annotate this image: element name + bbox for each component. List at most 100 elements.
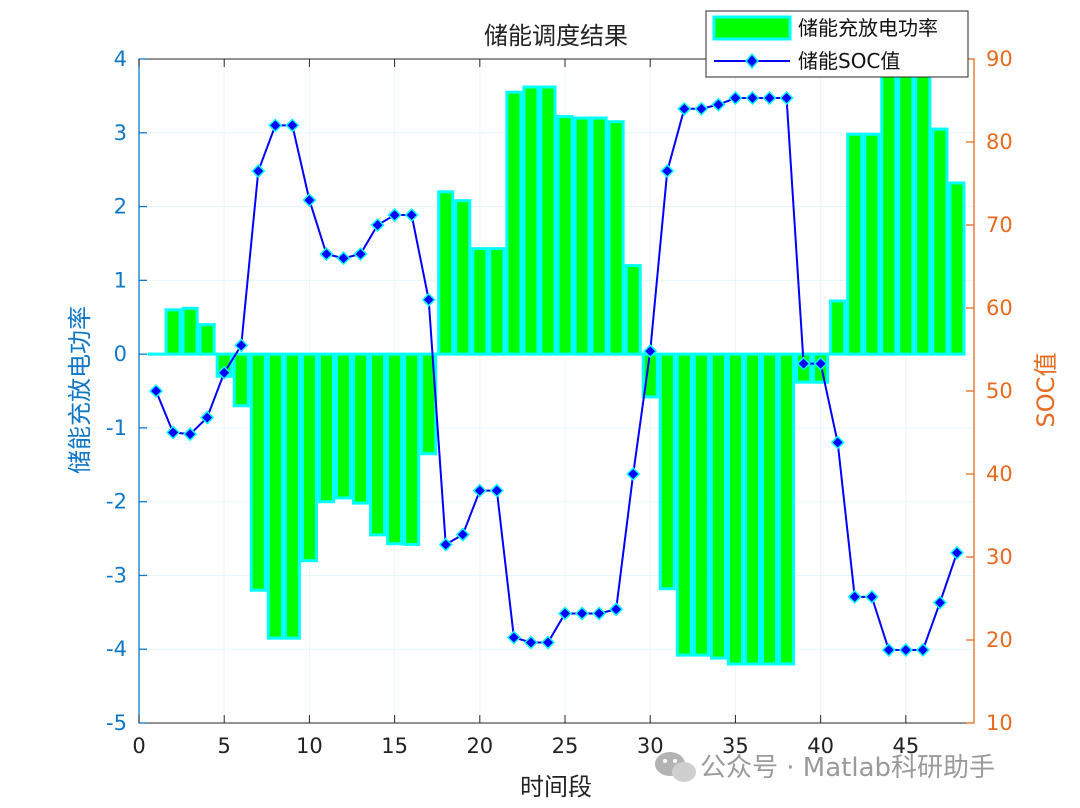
soc-marker	[472, 483, 487, 498]
soc-marker	[387, 207, 402, 223]
power-bar	[488, 247, 506, 356]
right-y-ticks: 10 20 30 40 50 60 70 80 90	[966, 47, 1013, 735]
right-tick-label: 10	[986, 711, 1013, 735]
power-bar	[317, 352, 335, 504]
power-bar	[403, 352, 421, 546]
soc-marker	[540, 635, 556, 650]
power-bar	[573, 116, 591, 356]
power-bar	[556, 115, 574, 356]
soc-marker	[438, 537, 453, 552]
power-bar	[692, 352, 710, 657]
watermark-text: 公众号 · Matlab科研助手	[700, 753, 995, 783]
wechat-icon	[655, 752, 696, 782]
right-tick-label: 80	[986, 130, 1013, 154]
soc-marker	[949, 545, 965, 560]
power-bar	[829, 299, 847, 356]
watermark: 公众号 · Matlab科研助手	[655, 752, 995, 783]
left-tick-label: -1	[106, 416, 127, 440]
left-tick-label: 3	[114, 121, 127, 145]
power-bar	[607, 120, 625, 356]
left-tick-label: 4	[114, 47, 127, 71]
soc-marker	[660, 163, 675, 179]
x-ticks: 0 5 10 15 20 25 30 35 40 45	[132, 59, 919, 758]
soc-marker	[898, 642, 913, 658]
x-tick-label: 25	[552, 734, 579, 758]
soc-marker	[268, 118, 283, 133]
x-tick-label: 10	[296, 734, 323, 758]
left-tick-label: 2	[114, 195, 127, 219]
power-bar	[266, 352, 284, 640]
x-tick-label: 45	[892, 734, 919, 758]
power-bar	[760, 352, 779, 666]
right-tick-label: 30	[986, 545, 1013, 569]
power-bar	[539, 85, 557, 356]
right-tick-label: 60	[986, 296, 1013, 320]
power-bar	[931, 127, 949, 356]
power-bar	[863, 132, 881, 356]
soc-marker	[370, 217, 385, 233]
left-tick-label: 1	[114, 268, 127, 292]
power-bar	[897, 57, 915, 356]
x-tick-label: 20	[466, 734, 493, 758]
soc-marker	[592, 606, 607, 621]
x-tick-label: 15	[381, 734, 408, 758]
soc-marker	[626, 466, 641, 482]
soc-marker	[881, 642, 896, 658]
power-bar	[914, 57, 932, 356]
soc-marker	[285, 118, 300, 133]
soc-marker	[575, 606, 590, 621]
power-bar	[590, 116, 608, 356]
right-tick-label: 40	[986, 462, 1013, 486]
soc-marker	[200, 410, 215, 425]
soc-marker	[183, 427, 198, 442]
soc-marker	[694, 101, 709, 116]
legend-diamond-marker	[745, 52, 759, 70]
power-bar	[352, 352, 370, 505]
chart-title: 储能调度结果	[484, 22, 628, 50]
soc-marker	[813, 356, 828, 371]
soc-marker	[234, 338, 249, 353]
power-bar	[709, 352, 727, 660]
power-bar	[300, 352, 318, 563]
power-bar	[334, 352, 353, 500]
x-tick-label: 40	[807, 734, 834, 758]
power-bar	[658, 352, 676, 591]
power-bar	[369, 352, 387, 537]
power-bar	[249, 352, 267, 592]
x-axis-label: 时间段	[520, 773, 592, 801]
soc-marker	[404, 207, 419, 223]
power-bar	[437, 190, 455, 356]
soc-marker	[745, 90, 760, 106]
power-bar	[386, 352, 404, 546]
power-bar	[471, 247, 489, 356]
legend-bar-swatch	[712, 15, 792, 41]
power-bar	[880, 57, 898, 356]
right-tick-label: 20	[986, 628, 1013, 652]
soc-marker	[847, 589, 862, 604]
left-tick-label: -3	[106, 563, 127, 587]
x-tick-label: 30	[637, 734, 664, 758]
left-tick-label: -5	[106, 711, 127, 735]
soc-marker	[506, 630, 521, 645]
power-bar	[675, 352, 693, 657]
soc-marker	[302, 193, 317, 208]
soc-marker	[762, 90, 777, 106]
soc-marker	[728, 90, 743, 106]
soc-marker	[609, 602, 624, 617]
power-bar	[778, 352, 796, 666]
soc-marker	[455, 527, 470, 542]
power-bar	[454, 199, 472, 356]
x-tick-label: 35	[722, 734, 749, 758]
soc-marker	[523, 635, 538, 650]
soc-marker	[489, 483, 504, 498]
soc-marker	[319, 246, 334, 262]
soc-marker	[148, 383, 164, 399]
legend-soc-label: 储能SOC值	[798, 49, 900, 73]
x-tick-label: 0	[132, 734, 145, 758]
left-y-ticks: -5 -4 -3 -2 -1 0 1 2 3 4	[106, 47, 147, 735]
legend: 储能充放电功率 储能SOC值	[705, 10, 969, 78]
power-bar	[198, 323, 216, 356]
soc-line-series	[148, 90, 965, 658]
right-y-axis-label: SOC值	[1032, 353, 1060, 428]
